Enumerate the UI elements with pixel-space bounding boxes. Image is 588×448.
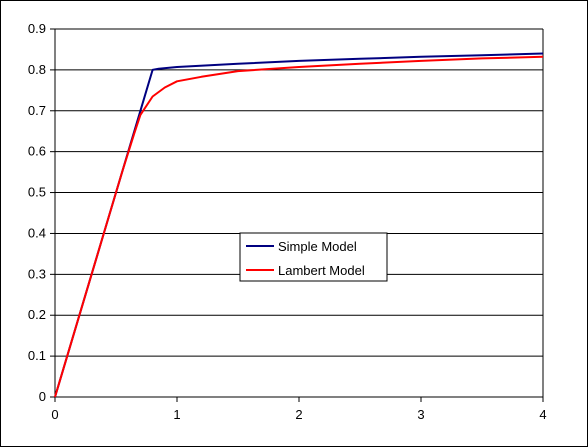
- y-tick-label: 0.7: [28, 103, 46, 118]
- x-tick-label: 4: [539, 407, 546, 422]
- y-tick-label: 0.8: [28, 62, 46, 77]
- y-tick-label: 0.6: [28, 144, 46, 159]
- x-tick-label: 3: [417, 407, 424, 422]
- x-tick-label: 1: [173, 407, 180, 422]
- x-tick-label: 0: [51, 407, 58, 422]
- series-line-lambert-model: [54, 55, 544, 398]
- y-tick-label: 0.5: [28, 185, 46, 200]
- legend: Simple Model Lambert Model: [239, 232, 388, 282]
- y-tick-label: 0.3: [28, 266, 46, 281]
- legend-box: [239, 232, 388, 282]
- series-lines: [54, 52, 544, 398]
- legend-label: Simple Model: [278, 239, 357, 254]
- y-tick-label: 0: [39, 389, 46, 404]
- series-line-simple-model: [54, 52, 544, 398]
- tick-labels: 0 0.1 0.2 0.3 0.4 0.5 0.6 0.7 0.8 0.9 0 1 2 3 4: [28, 21, 547, 422]
- y-tick-label: 0.9: [28, 21, 46, 36]
- axes: [50, 28, 544, 402]
- legend-label: Lambert Model: [278, 263, 365, 278]
- x-tick-label: 2: [295, 407, 302, 422]
- y-tick-label: 0.1: [28, 348, 46, 363]
- y-tick-label: 0.4: [28, 225, 46, 240]
- y-tick-label: 0.2: [28, 307, 46, 322]
- gridlines: [55, 28, 543, 357]
